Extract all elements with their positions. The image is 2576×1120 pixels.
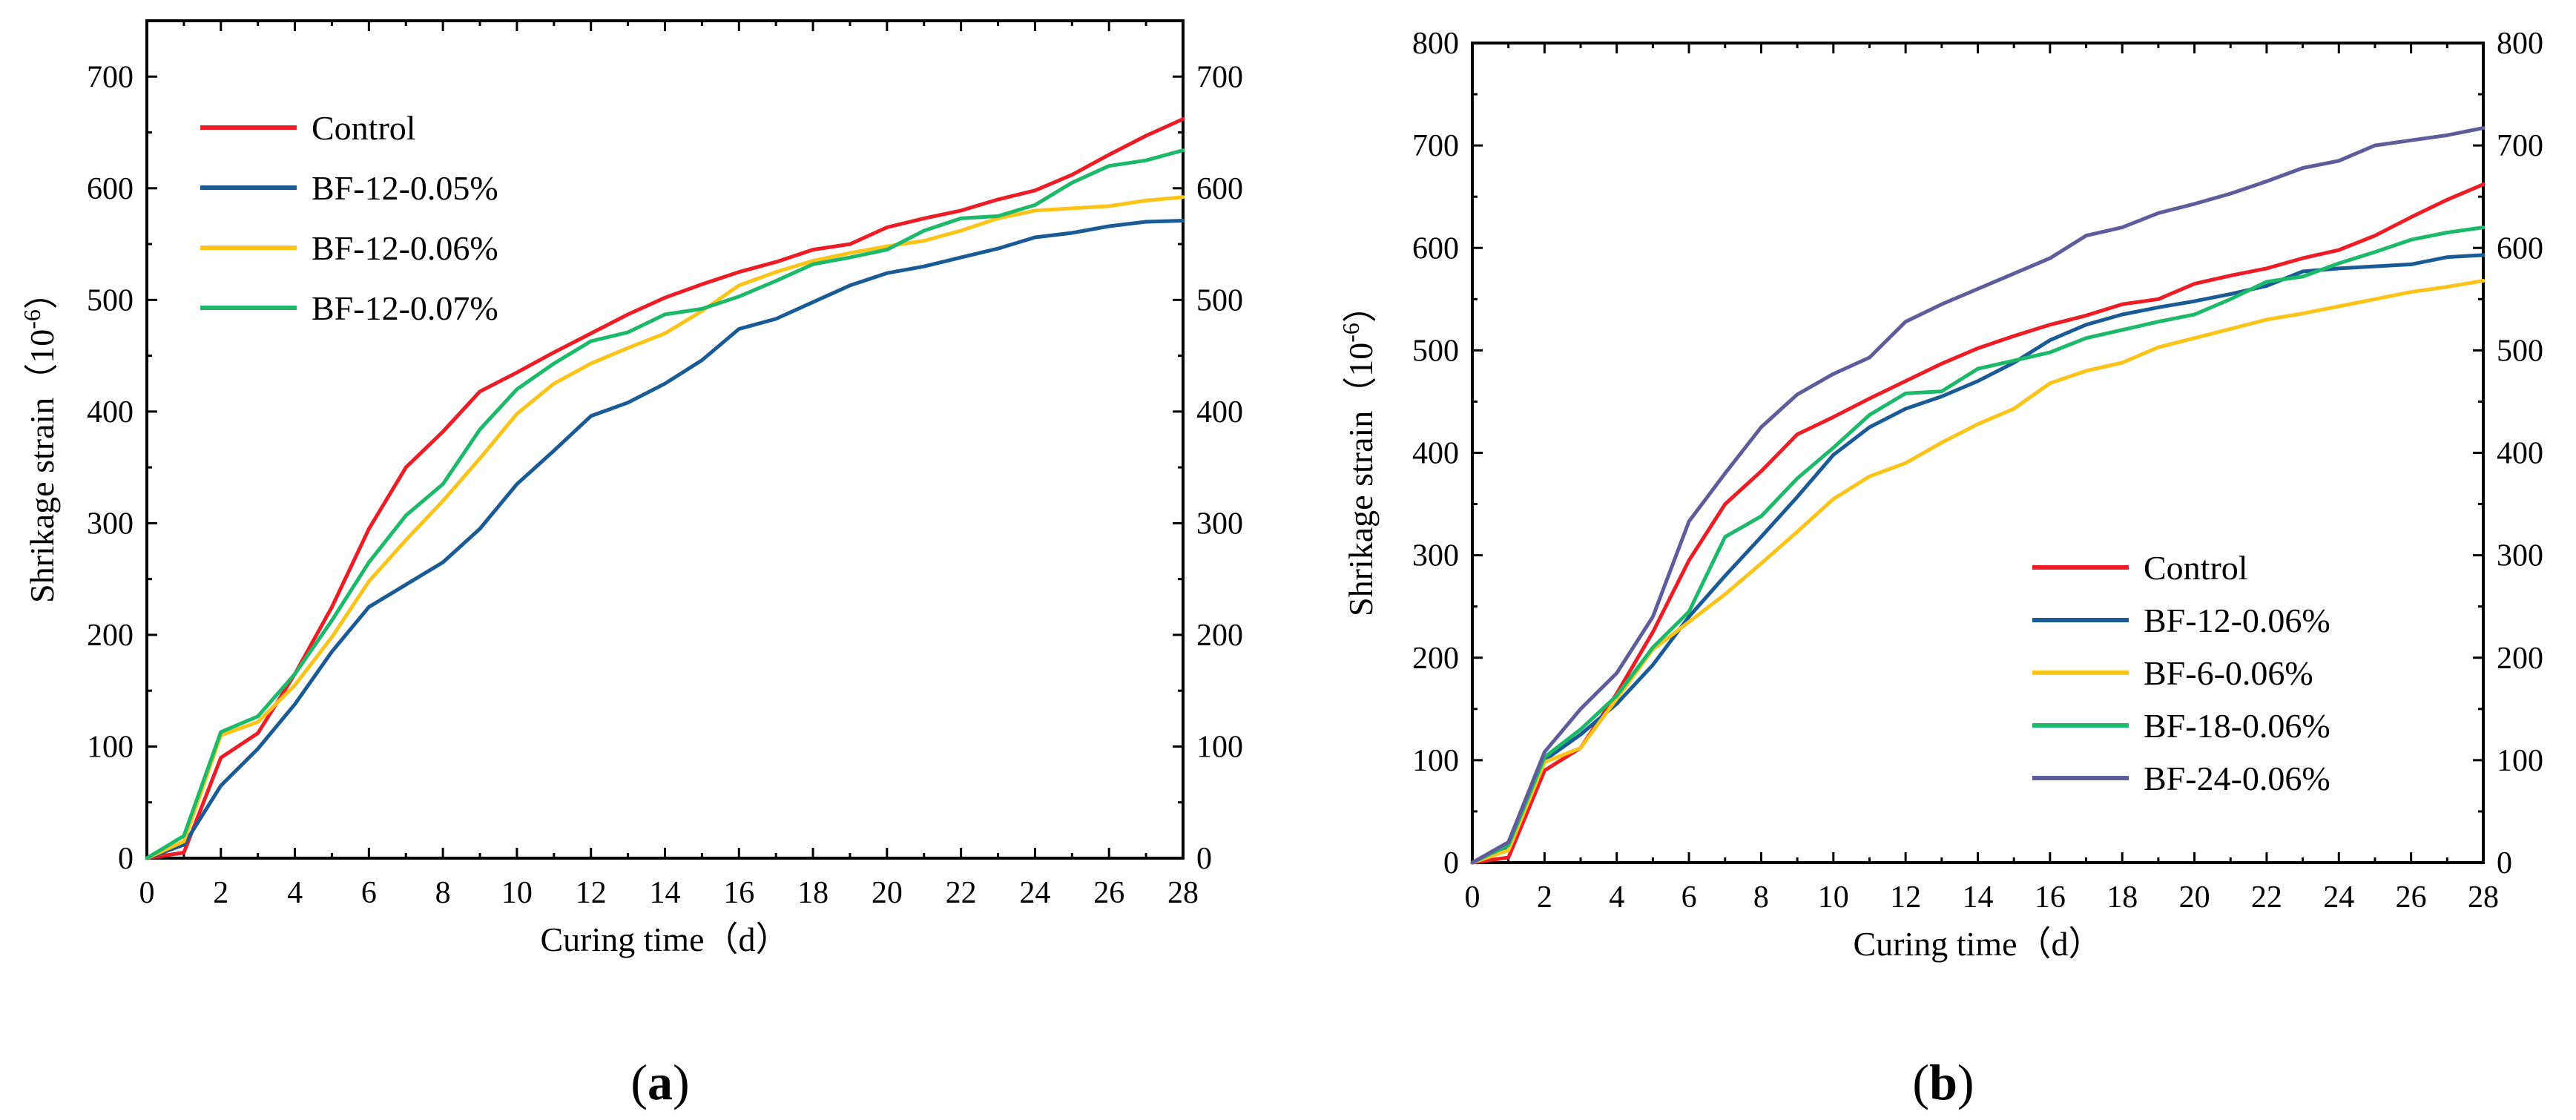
- panel-a-y-tick-label: 200: [87, 619, 134, 653]
- panel-b-x-tick-label: 26: [2396, 880, 2427, 915]
- panel-b-legend-label-4: BF-18-0.06%: [2144, 707, 2330, 745]
- panel-b-x-tick-label: 16: [2035, 880, 2066, 915]
- panel-b-y-tick-label-right: 600: [2497, 231, 2543, 266]
- panel-a-x-tick-label: 16: [723, 876, 754, 910]
- panel-a-series-line-2: [145, 219, 1185, 860]
- panel-b-series-line-4: [1470, 225, 2486, 865]
- panel-a-series-line-1: [145, 117, 1185, 860]
- panel-a-legend-label-3: BF-12-0.06%: [312, 229, 498, 267]
- panel-b-plot-frame: [1471, 42, 2485, 864]
- panel-a-x-tick-label: 10: [501, 876, 533, 910]
- panel-a-y-tick-label: 600: [87, 172, 134, 206]
- panel-b-y-tick-label: 0: [1443, 846, 1459, 880]
- panel-a-x-tick-label: 14: [650, 876, 681, 910]
- panel-b-x-tick-label: 18: [2106, 880, 2138, 915]
- panel-b-legend-label-1: Control: [2144, 549, 2248, 587]
- panel-a-series-line-4: [145, 148, 1185, 860]
- panel-a-y-tick-label: 100: [87, 730, 134, 764]
- panel-b-y-tick-label: 400: [1412, 437, 1459, 471]
- panel-b-x-tick-label: 22: [2251, 880, 2282, 915]
- panel-a-y-tick-label-right: 600: [1196, 172, 1243, 206]
- panel-b-x-tick-label: 12: [1890, 880, 1921, 915]
- panel-b-legend-label-3: BF-6-0.06%: [2144, 654, 2313, 692]
- panel-b-series-line-5: [1470, 126, 2486, 865]
- panel-a-legend-label-4: BF-12-0.07%: [312, 289, 498, 327]
- panel-b-y-tick-label-right: 200: [2497, 642, 2543, 676]
- panel-a-y-tick-label: 700: [87, 60, 134, 94]
- panel-b-y-tick-label: 800: [1412, 27, 1459, 61]
- panel-b-x-tick-label: 6: [1681, 880, 1697, 915]
- panel-a-x-tick-label: 12: [576, 876, 607, 910]
- panel-b-series-line-1: [1470, 182, 2486, 865]
- panel-a-x-tick-label: 8: [435, 876, 451, 910]
- panel-b-y-tick-label-right: 300: [2497, 539, 2543, 573]
- panel-a-plot-frame: [145, 19, 1185, 860]
- panel-a-x-tick-label: 28: [1167, 876, 1199, 910]
- panel-a-y-tick-label-right: 700: [1196, 60, 1243, 94]
- panel-a-panel-label: (a): [630, 1054, 689, 1110]
- panel-a-y-tick-label-right: 400: [1196, 395, 1243, 429]
- panel-a-series-line-3: [145, 195, 1185, 860]
- panel-b-x-tick-label: 20: [2179, 880, 2210, 915]
- panel-b-y-tick-label-right: 100: [2497, 744, 2543, 778]
- panel-b-x-tick-label: 14: [1963, 880, 1994, 915]
- panel-b-x-tick-label: 10: [1818, 880, 1849, 915]
- panel-b-y-tick-label: 200: [1412, 642, 1459, 676]
- panel-a-x-tick-label: 22: [946, 876, 977, 910]
- panel-b-y-tick-label-right: 700: [2497, 129, 2543, 163]
- panel-b-y-tick-label-right: 500: [2497, 334, 2543, 368]
- panel-a-x-tick-label: 26: [1093, 876, 1124, 910]
- panel-b-y-tick-label: 300: [1412, 539, 1459, 573]
- panel-b-x-tick-label: 8: [1753, 880, 1769, 915]
- panel-a-x-tick-label: 0: [139, 876, 155, 910]
- panel-b-y-tick-label-right: 0: [2497, 846, 2512, 880]
- panel-a-x-tick-label: 18: [797, 876, 829, 910]
- panel-a-y-axis-label: Shrikage strain（10-6）: [19, 275, 61, 603]
- panel-b-x-tick-label: 4: [1609, 880, 1624, 915]
- panel-b-legend-label-2: BF-12-0.06%: [2144, 602, 2330, 639]
- panel-b-panel-label: (b): [1912, 1054, 1974, 1110]
- panel-a-y-tick-label-right: 100: [1196, 730, 1243, 764]
- panel-a-y-tick-label-right: 500: [1196, 283, 1243, 317]
- panel-b-x-tick-label: 0: [1465, 880, 1480, 915]
- panel-b-legend-label-5: BF-24-0.06%: [2144, 760, 2330, 797]
- panel-b-y-tick-label-right: 800: [2497, 27, 2543, 61]
- panel-a-y-tick-label: 400: [87, 395, 134, 429]
- panel-a-x-tick-label: 4: [287, 876, 303, 910]
- panel-a-y-tick-label-right: 0: [1196, 842, 1212, 876]
- panel-a-y-tick-label-right: 300: [1196, 507, 1243, 541]
- panel-a-legend-label-2: BF-12-0.05%: [312, 169, 498, 207]
- panel-b-series-line-2: [1470, 253, 2486, 865]
- panel-b-y-tick-label: 500: [1412, 334, 1459, 368]
- panel-b-x-tick-label: 24: [2323, 880, 2354, 915]
- panel-a-y-tick-label-right: 200: [1196, 619, 1243, 653]
- panel-b-x-tick-label: 28: [2468, 880, 2499, 915]
- panel-a-x-tick-label: 2: [213, 876, 228, 910]
- panel-a-y-tick-label: 0: [118, 842, 134, 876]
- panel-b-y-tick-label: 100: [1412, 744, 1459, 778]
- panel-b-y-tick-label-right: 400: [2497, 437, 2543, 471]
- panel-a-x-tick-label: 20: [872, 876, 903, 910]
- panel-a-x-axis-label: Curing time（d）: [540, 920, 789, 958]
- panel-a-x-tick-label: 6: [361, 876, 377, 910]
- panel-a-y-tick-label: 500: [87, 283, 134, 317]
- panel-a-x-tick-label: 24: [1019, 876, 1050, 910]
- panel-b-y-tick-label: 600: [1412, 231, 1459, 266]
- panel-a-legend-label-1: Control: [312, 109, 416, 147]
- panel-b-y-tick-label: 700: [1412, 129, 1459, 163]
- panel-a-y-tick-label: 300: [87, 507, 134, 541]
- panel-b-y-axis-label: Shrikage strain（10-6）: [1337, 289, 1380, 616]
- panel-b-x-axis-label: Curing time（d）: [1853, 925, 2102, 963]
- panel-b-x-tick-label: 2: [1537, 880, 1552, 915]
